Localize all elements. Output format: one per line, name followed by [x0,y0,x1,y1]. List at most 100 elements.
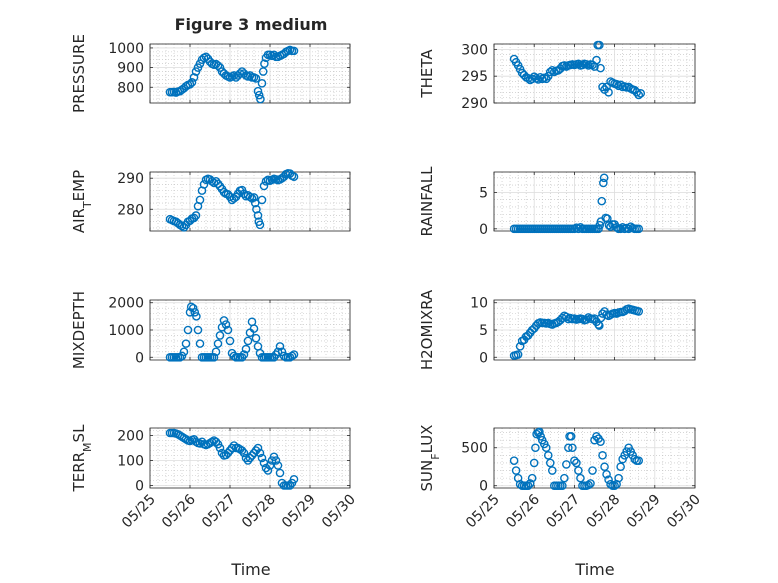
data-point [634,224,644,234]
data-point [245,192,255,202]
data-point [263,466,273,475]
data-point [175,352,185,362]
data-point [289,474,299,484]
y-axis-label-mixdepth: MIXDEPTH [70,291,88,369]
data-point [190,307,200,317]
axes-box [149,171,351,232]
data-point [560,473,569,483]
y-axis-label-terr-msl: TERRMSL [70,424,94,493]
data-point [243,336,253,346]
data-point [213,61,223,70]
data-point [568,443,577,453]
y-tick-label: 5 [479,323,488,339]
data-point [604,220,614,230]
data-point [610,481,619,491]
y-axis-label-h2omixra: H2OMIXRA [418,289,436,370]
data-point [265,461,275,470]
series-mixdepth [165,302,299,362]
data-point [515,479,525,489]
x-axis-label-left: Time [230,560,270,579]
data-point [223,190,233,199]
data-point [195,439,205,448]
y-tick-label: 0 [135,479,144,495]
data-point [179,347,189,357]
y-tick-label: 200 [117,429,144,445]
data-point [275,468,285,478]
data-point [592,55,601,65]
data-point [271,456,281,465]
data-point [562,460,571,469]
subplot-h2omixra: 0 5 10 H2OMIXRA [418,289,696,370]
y-tick-label: 900 [117,61,144,77]
axes-box [149,43,351,104]
data-point [192,312,201,321]
data-point [513,350,523,359]
data-point [586,479,595,488]
data-point [624,224,633,234]
data-point [574,59,583,69]
y-tick-label: 1000 [108,323,144,339]
data-point [570,456,579,465]
data-point [599,178,608,188]
data-point [253,86,263,96]
y-tick-label: 290 [461,96,488,112]
data-point [525,479,535,488]
data-point [215,443,225,453]
data-point [257,453,267,463]
subplot-mixdepth: 0 1000 2000 MIXDEPTH [70,291,351,369]
y-tick-label: 10 [470,296,488,312]
data-point [181,339,191,348]
data-point [596,437,605,446]
data-point [576,223,585,232]
data-point [509,456,519,465]
data-point [535,427,544,437]
subplot-rainfall: 0 5 RAINFALL [418,166,696,238]
data-point [260,59,269,68]
data-point [602,470,611,479]
data-point [219,316,229,325]
data-point [289,350,299,359]
data-point [177,351,187,361]
data-point [269,50,279,60]
data-point [592,432,601,441]
data-point [576,473,585,483]
data-point [527,473,537,483]
data-point [535,72,545,82]
data-point [254,90,264,100]
data-point [618,223,627,232]
data-point [527,74,537,84]
data-point [239,350,249,359]
data-point [256,94,265,104]
data-point [531,443,540,453]
data-point [582,315,591,324]
series-pressure [165,45,299,104]
data-point [253,443,263,453]
y-tick-label: 5 [479,185,488,201]
y-tick-label: 300 [461,42,488,58]
data-point [602,82,611,92]
axes-box [149,427,351,489]
data-point [193,325,203,335]
data-point [287,351,297,361]
series-sun-flux [509,427,644,491]
data-point [634,456,644,465]
data-point [545,67,555,77]
data-point [515,342,525,351]
data-point [255,220,265,230]
data-point [285,481,295,490]
data-point [255,448,265,458]
data-point [273,461,283,470]
data-point [636,89,646,98]
data-point [195,339,205,348]
data-point [564,443,573,453]
axes-box [493,427,696,489]
data-point [215,331,225,340]
data-point [543,71,553,81]
subplot-pressure: 800 900 1000 PRESSURE [70,34,351,113]
data-point [595,220,605,230]
data-point [558,481,567,491]
data-point [547,466,557,475]
data-point [229,351,239,361]
axes-box [493,171,696,232]
